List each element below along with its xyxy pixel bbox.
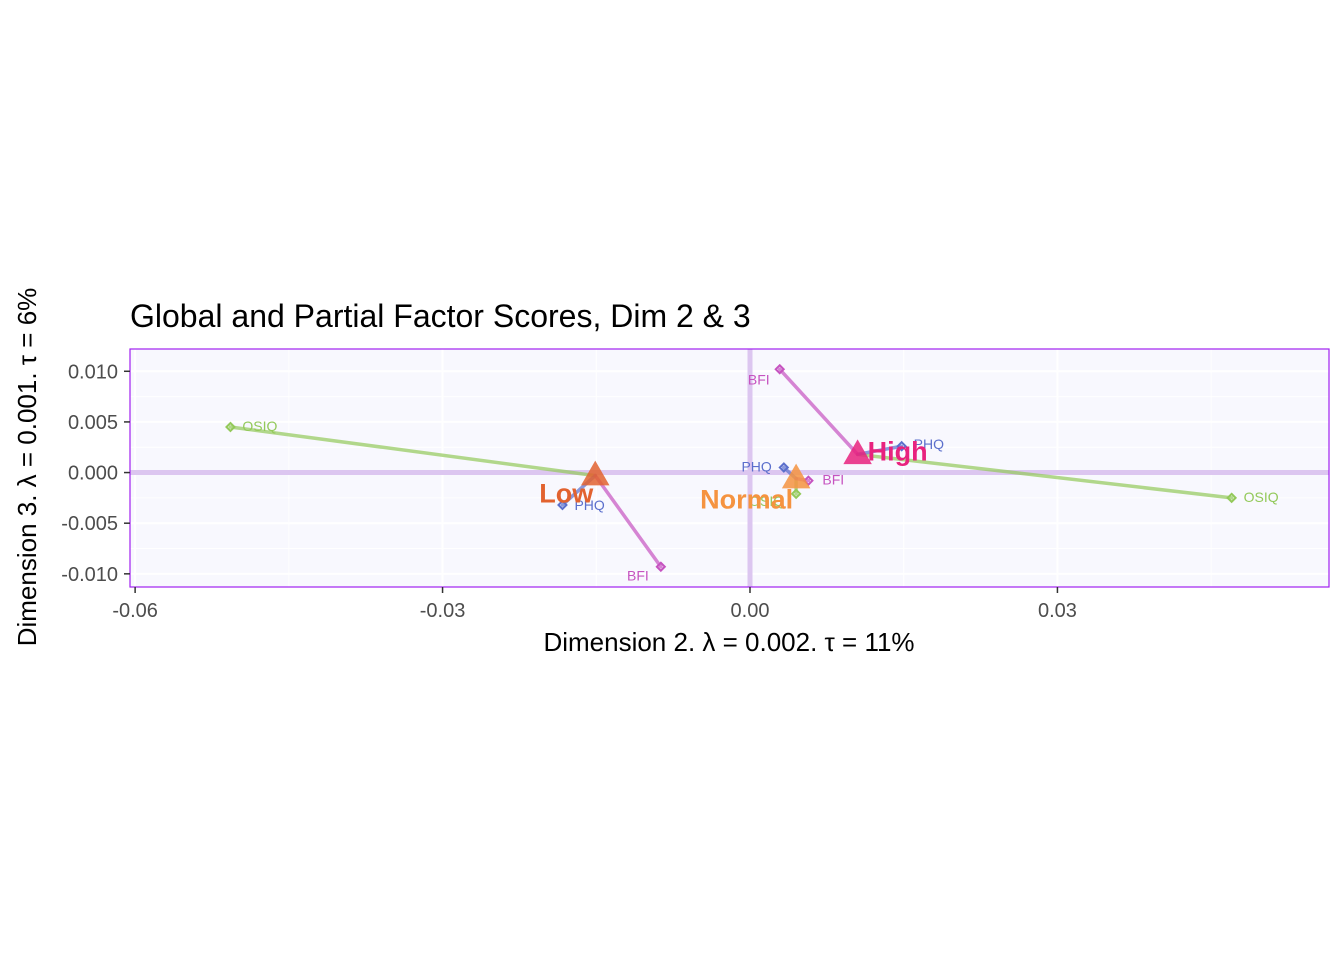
partial-segment-low-bfi — [593, 473, 663, 569]
partial-segment-low-osiq — [228, 425, 598, 478]
partial-label-high-osiq: OSIQ — [1244, 489, 1279, 505]
partial-point-normal-phq — [778, 462, 790, 473]
partial-point-high-phq — [896, 440, 908, 452]
y-tick-label: 0.010 — [68, 361, 118, 383]
partial-point-low-bfi — [655, 561, 667, 573]
partial-label-high-bfi: BFI — [748, 371, 770, 387]
x-tick-label: 0.00 — [731, 600, 770, 622]
x-tick-label: -0.03 — [420, 600, 466, 622]
plot-panel — [130, 349, 1329, 587]
partial-label-low-bfi: BFI — [627, 568, 649, 584]
group-center-low — [581, 460, 610, 486]
partial-point-high-osiq — [1226, 492, 1238, 504]
group-center-high — [843, 439, 872, 465]
plot-marks: OSIQ PHQ BFI OSIQ PHQ BFI OSIQ PHQ BFI Low Normal H… — [225, 363, 1279, 584]
partial-label-high-phq: PHQ — [914, 436, 944, 452]
partial-point-low-phq — [557, 499, 568, 511]
y-tick-label: -0.005 — [61, 513, 118, 535]
partial-point-low-osiq — [225, 421, 236, 433]
partial-point-normal-osiq — [790, 488, 802, 500]
partial-label-normal-phq: PHQ — [741, 458, 771, 474]
partial-label-normal-bfi: BFI — [822, 472, 844, 488]
x-tick-label: 0.03 — [1038, 600, 1077, 622]
chart-title: Global and Partial Factor Scores, Dim 2 … — [130, 298, 751, 334]
partial-point-normal-bfi — [802, 475, 814, 487]
axes: -0.06 -0.03 0.00 0.03 -0.010 -0.005 0.000 0.005… — [61, 348, 1330, 622]
partial-label-normal-osiq: OSIQ — [749, 493, 784, 509]
group-label-normal: Normal — [700, 485, 793, 515]
y-tick-label: 0.005 — [68, 412, 118, 434]
group-label-low: Low — [539, 479, 594, 509]
partial-point-high-bfi — [774, 363, 786, 375]
partial-segment-high-bfi — [777, 367, 860, 457]
x-tick-label: -0.06 — [112, 600, 158, 622]
partial-segment-high-osiq — [855, 452, 1234, 500]
y-tick-label: 0.000 — [68, 463, 118, 485]
group-label-high: High — [868, 436, 928, 466]
group-center-normal — [781, 463, 811, 489]
partial-label-low-osiq: OSIQ — [242, 418, 277, 434]
y-axis-title: Dimension 3. λ = 0.001. τ = 6% — [12, 288, 42, 647]
partial-label-low-phq: PHQ — [574, 497, 604, 513]
panel-background — [130, 349, 1329, 587]
panel-border — [129, 348, 1330, 588]
y-tick-label: -0.010 — [61, 564, 118, 586]
x-axis-title: Dimension 2. λ = 0.002. τ = 11% — [543, 627, 914, 657]
